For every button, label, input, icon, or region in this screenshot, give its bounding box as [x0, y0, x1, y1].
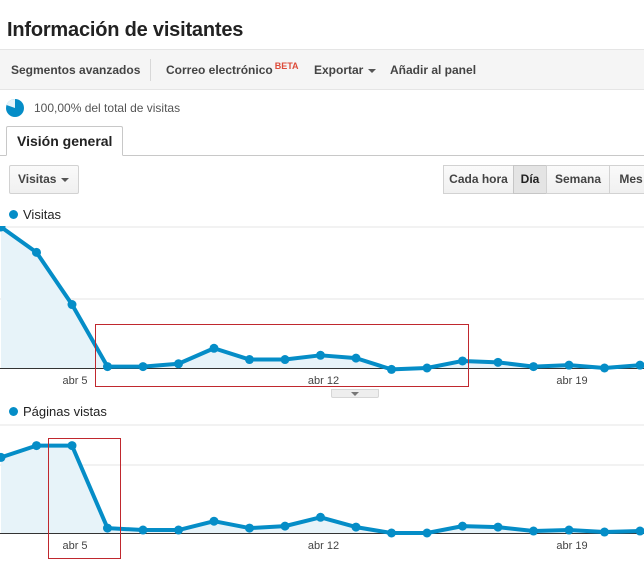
x-tick-label: abr 12: [308, 540, 339, 552]
x-tick-label: abr 19: [556, 540, 587, 552]
data-point[interactable]: [245, 355, 254, 365]
series-line: [0, 226, 641, 372]
beta-badge: BETA: [274, 61, 299, 71]
data-point[interactable]: [458, 521, 467, 531]
advanced-segments-button[interactable]: Segmentos avanzados: [11, 63, 141, 77]
data-point[interactable]: [493, 522, 503, 532]
legend-visits: Visitas: [9, 207, 61, 222]
pie-chart-icon: [6, 99, 24, 117]
legend-visits-label: Visitas: [23, 207, 62, 222]
export-label: Exportar: [314, 63, 364, 77]
toolbar-divider: [150, 59, 151, 81]
data-point[interactable]: [600, 527, 609, 537]
email-label: Correo electrónico: [166, 63, 273, 77]
data-point[interactable]: [458, 356, 467, 366]
data-point[interactable]: [0, 452, 6, 462]
x-tick-label: abr 5: [62, 375, 87, 387]
data-point[interactable]: [209, 343, 219, 353]
data-point[interactable]: [316, 512, 325, 522]
chevron-down-icon: [351, 392, 359, 396]
data-point[interactable]: [422, 528, 432, 538]
data-point[interactable]: [67, 441, 77, 451]
data-point[interactable]: [600, 363, 609, 373]
granularity-selector: Cada hora Día Semana Mes: [443, 165, 644, 194]
metric-selector-value: Visitas: [18, 172, 57, 186]
data-point[interactable]: [351, 353, 361, 363]
data-point[interactable]: [67, 300, 77, 310]
pageviews-chart: abr 5 abr 12 abr 19: [0, 424, 644, 552]
data-point[interactable]: [138, 525, 148, 535]
series-area: [1, 445, 640, 533]
data-point[interactable]: [209, 516, 219, 526]
data-point[interactable]: [103, 362, 112, 372]
data-point[interactable]: [245, 523, 254, 533]
add-to-dashboard-button[interactable]: Añadir al panel: [390, 63, 477, 77]
chevron-down-icon: [368, 68, 377, 73]
data-point[interactable]: [387, 364, 396, 374]
data-point[interactable]: [174, 525, 183, 535]
legend-pageviews: Páginas vistas: [9, 404, 107, 419]
granularity-month-button[interactable]: Mes: [609, 165, 644, 194]
data-point[interactable]: [316, 350, 325, 360]
granularity-hourly-button[interactable]: Cada hora: [443, 165, 514, 194]
chevron-down-icon: [61, 177, 70, 182]
legend-pageviews-label: Páginas vistas: [23, 404, 107, 419]
export-button[interactable]: Exportar: [314, 63, 377, 77]
data-point[interactable]: [0, 226, 6, 232]
data-point[interactable]: [493, 357, 503, 367]
data-point[interactable]: [32, 247, 41, 257]
data-point[interactable]: [564, 360, 574, 370]
data-point[interactable]: [529, 362, 538, 372]
data-point[interactable]: [32, 441, 41, 451]
series-area: [1, 227, 640, 370]
data-point[interactable]: [635, 360, 644, 370]
tab-overview[interactable]: Visión general: [6, 126, 124, 156]
data-point[interactable]: [103, 523, 112, 533]
data-point[interactable]: [635, 526, 644, 536]
chart-collapse-handle[interactable]: [331, 389, 379, 398]
x-tick-label: abr 19: [556, 375, 587, 387]
data-point[interactable]: [280, 521, 290, 531]
data-point[interactable]: [529, 526, 538, 536]
x-tick-label: abr 5: [62, 540, 87, 552]
data-point[interactable]: [387, 528, 396, 538]
data-point[interactable]: [138, 362, 148, 372]
visits-chart: abr 5 abr 12 abr 19: [0, 226, 644, 387]
granularity-week-button[interactable]: Semana: [546, 165, 610, 194]
x-tick-label: abr 12: [308, 375, 339, 387]
granularity-day-button[interactable]: Día: [513, 165, 547, 194]
data-point[interactable]: [564, 525, 574, 535]
data-point[interactable]: [174, 359, 183, 369]
page-title: Información de visitantes: [7, 19, 244, 41]
data-point[interactable]: [422, 363, 432, 373]
report-toolbar: Segmentos avanzados Correo electrónico BE…: [0, 49, 644, 90]
metric-selector[interactable]: Visitas: [9, 165, 79, 194]
data-point[interactable]: [351, 522, 361, 532]
data-point[interactable]: [280, 355, 290, 365]
tab-bar-divider: [0, 155, 644, 156]
email-button[interactable]: Correo electrónico BETA: [166, 61, 299, 77]
segment-percentage-text: 100,00% del total de visitas: [34, 101, 181, 115]
series-dot-icon: [9, 407, 18, 416]
series-dot-icon: [9, 210, 18, 219]
